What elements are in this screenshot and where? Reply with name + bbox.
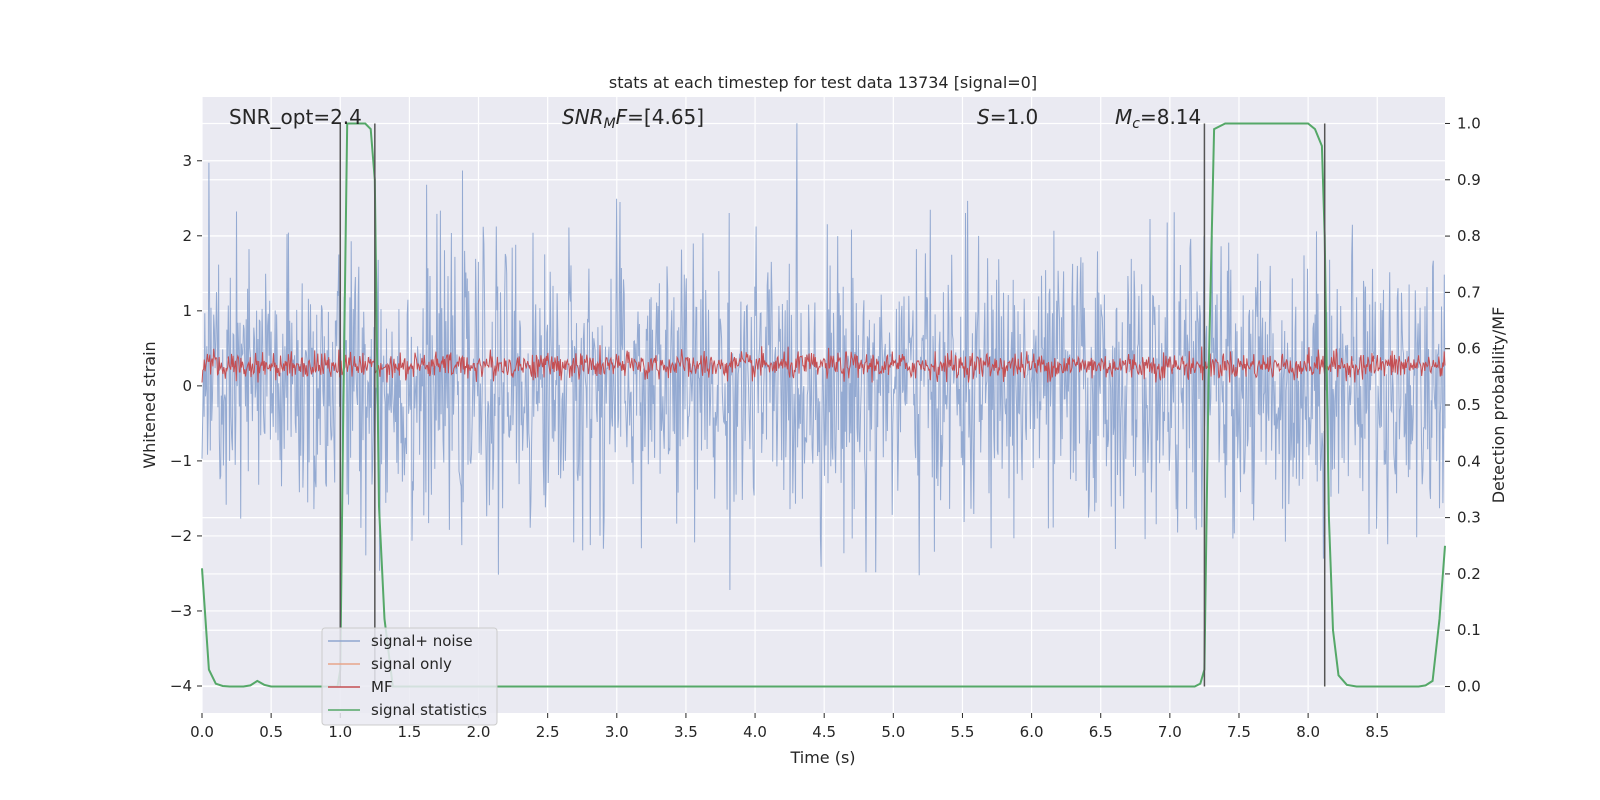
x-tick-label: 1.5	[397, 723, 421, 741]
y-tick-label: −4	[170, 677, 192, 695]
x-tick-label: 8.0	[1296, 723, 1320, 741]
mf-line	[201, 345, 1446, 383]
legend-label-mf: MF	[371, 678, 393, 696]
y-tick-label: 1	[182, 302, 192, 320]
y2-tick-label: 0.2	[1457, 565, 1481, 583]
vertical-markers	[339, 123, 1326, 687]
y2-tick-label: 1.0	[1457, 114, 1481, 132]
y2-axis-label: Detection probability/MF	[1489, 307, 1508, 504]
y-tick-label: 0	[182, 377, 192, 395]
x-tick-label: 0.5	[259, 723, 283, 741]
signal-statistics-series	[201, 122, 1446, 688]
signal-statistics-line	[201, 122, 1446, 688]
annotation-snr-mf: SNRMF=[4.65]	[562, 105, 704, 132]
y2-tick-label: 0.1	[1457, 621, 1481, 639]
x-tick-label: 1.0	[328, 723, 352, 741]
annotation-mc: Mc=8.14	[1115, 105, 1201, 132]
y2-tick-label: 0.0	[1457, 678, 1481, 696]
y-tick-label: 3	[182, 152, 192, 170]
y-tick-label: −1	[170, 452, 192, 470]
y2-tick-label: 0.8	[1457, 227, 1481, 245]
chart-title: stats at each timestep for test data 137…	[609, 73, 1037, 92]
x-tick-label: 2.0	[467, 723, 491, 741]
legend: signal+ noise signal only MF signal stat…	[321, 627, 498, 726]
x-tick-label: 2.5	[536, 723, 560, 741]
y-tick-label: −2	[170, 527, 192, 545]
y2-tick-label: 0.6	[1457, 340, 1481, 358]
legend-label-signal-noise: signal+ noise	[371, 632, 473, 650]
mf-series	[201, 345, 1446, 383]
x-tick-label: 7.5	[1227, 723, 1251, 741]
y-axis-label: Whitened strain	[140, 341, 159, 468]
y2-axis-ticks: 0.0 0.1 0.2 0.3 0.4 0.5 0.6 0.7 0.8 0.9 1.0	[1445, 114, 1481, 696]
y2-tick-label: 0.3	[1457, 509, 1481, 527]
x-tick-label: 5.5	[951, 723, 975, 741]
y-tick-label: −3	[170, 602, 192, 620]
x-tick-label: 6.5	[1089, 723, 1113, 741]
x-tick-label: 0.0	[190, 723, 214, 741]
signal-noise-line	[201, 123, 1446, 591]
x-tick-label: 4.0	[743, 723, 767, 741]
y2-tick-label: 0.7	[1457, 283, 1481, 301]
x-tick-label: 3.0	[605, 723, 629, 741]
y2-tick-label: 0.5	[1457, 396, 1481, 414]
x-tick-label: 3.5	[674, 723, 698, 741]
x-axis-label: Time (s)	[789, 748, 855, 767]
x-tick-label: 6.0	[1020, 723, 1044, 741]
x-tick-label: 7.0	[1158, 723, 1182, 741]
legend-label-signal-statistics: signal statistics	[371, 701, 487, 719]
legend-box	[321, 627, 498, 726]
y-axis-ticks: −4 −3 −2 −1 0 1 2 3	[170, 152, 202, 695]
y-tick-label: 2	[182, 227, 192, 245]
y2-tick-label: 0.9	[1457, 171, 1481, 189]
x-axis-ticks: 0.0 0.5 1.0 1.5 2.0 2.5 3.0 3.5 4.0 4.5 5.0 5.5 6.0 6…	[190, 713, 1389, 741]
signal-noise-series	[201, 123, 1446, 591]
y2-tick-label: 0.4	[1457, 452, 1481, 470]
annotation-snr-opt: SNR_opt=2.4	[229, 105, 362, 129]
legend-label-signal-only: signal only	[371, 655, 452, 673]
x-tick-label: 4.5	[812, 723, 836, 741]
x-tick-label: 5.0	[881, 723, 905, 741]
annotation-s: S=1.0	[977, 105, 1038, 129]
x-tick-label: 8.5	[1365, 723, 1389, 741]
